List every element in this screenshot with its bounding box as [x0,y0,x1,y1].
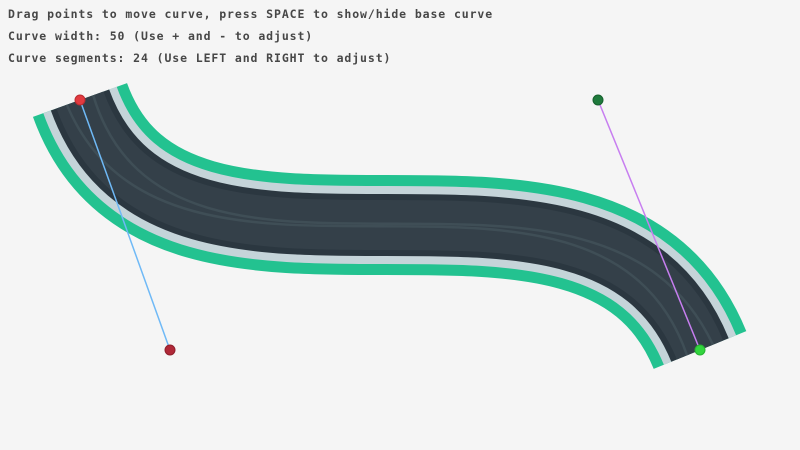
handle-line-end [597,99,701,351]
curve-width-text: Curve width: 50 (Use + and - to adjust) [8,29,314,43]
lane-line-right [65,104,689,356]
curve-segments-text: Curve segments: 24 (Use LEFT and RIGHT t… [8,51,392,65]
instructions-text: Drag points to move curve, press SPACE t… [8,7,494,21]
hud-overlay: Drag points to move curve, press SPACE t… [8,7,493,66]
curve-point-control-2[interactable] [592,94,604,106]
control-points-group [74,94,706,356]
road-layer-asphalt [56,90,724,361]
handle-line-start [79,99,171,351]
curve-point-control-1[interactable] [164,344,176,356]
curve-point-anchor-start[interactable] [74,94,86,106]
road-curve [32,81,747,371]
lane-line-left [91,94,715,346]
curve-point-anchor-end[interactable] [694,344,706,356]
